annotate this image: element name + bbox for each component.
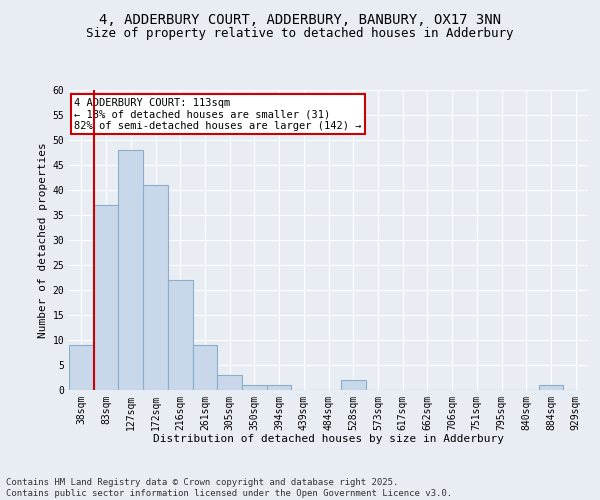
Text: Size of property relative to detached houses in Adderbury: Size of property relative to detached ho… [86,28,514,40]
Bar [242,385,267,390]
Text: 4, ADDERBURY COURT, ADDERBURY, BANBURY, OX17 3NN: 4, ADDERBURY COURT, ADDERBURY, BANBURY, … [99,12,501,26]
X-axis label: Distribution of detached houses by size in Adderbury: Distribution of detached houses by size … [153,434,504,444]
Bar [143,185,168,390]
Bar [118,150,143,390]
Bar [267,385,292,390]
Bar [69,345,94,390]
Y-axis label: Number of detached properties: Number of detached properties [38,142,48,338]
Bar [539,385,563,390]
Bar [341,380,365,390]
Text: Contains HM Land Registry data © Crown copyright and database right 2025.
Contai: Contains HM Land Registry data © Crown c… [6,478,452,498]
Bar [168,280,193,390]
Bar [193,345,217,390]
Text: 4 ADDERBURY COURT: 113sqm
← 18% of detached houses are smaller (31)
82% of semi-: 4 ADDERBURY COURT: 113sqm ← 18% of detac… [74,98,362,130]
Bar [217,375,242,390]
Bar [94,205,118,390]
